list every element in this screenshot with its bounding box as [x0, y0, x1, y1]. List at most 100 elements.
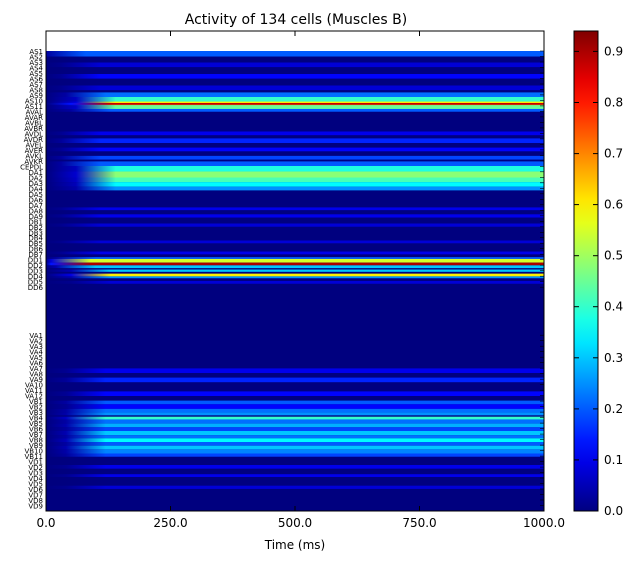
- y-tick-label: AS4: [29, 65, 43, 73]
- y-tick-label: CEPDL: [20, 163, 43, 171]
- chart-title: Activity of 134 cells (Muscles B): [185, 12, 407, 28]
- y-tick-label: VD4: [28, 475, 43, 483]
- y-tick-label: AVAL: [26, 108, 43, 116]
- x-tick-label: 500.0: [278, 516, 312, 530]
- y-tick-label: VA3: [29, 343, 43, 351]
- y-tick-label: DA5: [28, 191, 43, 199]
- y-tick-label: AS5: [29, 70, 43, 78]
- heatmap-row: [46, 155, 544, 160]
- heatmap-row: [46, 138, 544, 143]
- heatmap-row: [46, 147, 544, 152]
- y-tick-label: DA9: [28, 213, 43, 221]
- y-tick-label: VA4: [29, 349, 43, 357]
- y-tick-label: DA2: [28, 174, 43, 182]
- heatmap-row: [46, 171, 544, 178]
- y-tick-label: VD6: [28, 486, 43, 494]
- heatmap-row: [46, 166, 544, 172]
- heatmap-row: [46, 427, 544, 431]
- heatmap-row: [46, 368, 544, 373]
- heatmap-row: [46, 207, 544, 211]
- heatmap-row: [46, 257, 544, 259]
- x-tick-label: 1000.0: [523, 516, 565, 530]
- heatmap-row: [46, 273, 544, 277]
- y-tick-label: AVDR: [24, 136, 44, 144]
- y-tick-label: VD9: [28, 503, 43, 511]
- y-tick-label: VD2: [28, 464, 43, 472]
- heatmap-row: [46, 276, 544, 279]
- heatmap-row: [46, 262, 544, 266]
- heatmap-row: [46, 182, 544, 187]
- y-tick-label: VA1: [29, 332, 43, 340]
- colorbar-tick-label: 0.0: [604, 504, 623, 518]
- y-tick-label: AVKL: [25, 152, 43, 160]
- y-tick-label: VB8: [29, 437, 43, 445]
- y-tick-label: DB5: [28, 240, 43, 248]
- y-tick-label: VB5: [29, 420, 43, 428]
- heatmap-row: [46, 419, 544, 424]
- y-tick-label: VA9: [29, 376, 43, 384]
- colorbar: 0.0 0.1 0.2 0.3 0.4 0.5 0.6 0.7 0.8 0.9: [573, 30, 623, 518]
- heatmap-row: [46, 240, 544, 244]
- y-tick-label: VA12: [25, 393, 43, 401]
- y-tick-label: VA7: [29, 365, 43, 373]
- heatmap-row: [46, 177, 544, 183]
- y-tick-label: AS1: [29, 48, 43, 56]
- y-tick-label: VD1: [28, 459, 43, 467]
- y-tick-label: VB4: [29, 415, 44, 423]
- y-tick-label: VB1: [29, 398, 43, 406]
- y-tick-label: VB2: [29, 404, 43, 412]
- y-tick-label: DB7: [28, 251, 43, 259]
- y-tick-label: AS6: [29, 76, 43, 84]
- heatmap-row: [46, 416, 544, 420]
- colorbar-tick-label: 0.8: [604, 96, 623, 110]
- heatmap-row: [46, 102, 544, 105]
- y-tick-label: AS7: [29, 81, 43, 89]
- heatmap-row: [46, 453, 544, 457]
- y-tick-label: DD5: [28, 279, 43, 287]
- y-tick-label: DD4: [28, 273, 44, 281]
- heatmap-row: [46, 85, 544, 91]
- x-tick-label: 0.0: [36, 516, 55, 530]
- heatmap-row: [46, 445, 544, 450]
- y-tick-label: DB4: [28, 235, 43, 243]
- y-tick-label: AVDL: [25, 130, 44, 138]
- x-tick-label: 750.0: [402, 516, 436, 530]
- y-tick-label: AS11: [25, 103, 43, 111]
- heatmap-row: [46, 161, 544, 166]
- colorbar-tick-label: 0.6: [604, 198, 623, 212]
- heatmap-row: [46, 435, 544, 439]
- y-tick-label: DA1: [28, 169, 43, 177]
- colorbar-tick-label: 0.7: [604, 147, 623, 161]
- heatmap-row: [46, 186, 544, 191]
- heatmap-row: [46, 449, 544, 454]
- y-tick-label: DA3: [28, 180, 43, 188]
- x-axis-ticks: 0.0 250.0 500.0 750.0 1000.0: [36, 31, 565, 530]
- y-tick-label: DB3: [28, 229, 43, 237]
- colorbar-ticks: 0.0 0.1 0.2 0.3 0.4 0.5 0.6 0.7 0.8 0.9: [574, 44, 623, 518]
- y-tick-label: DD6: [28, 284, 44, 292]
- y-tick-label: AVKR: [24, 158, 43, 166]
- y-tick-label: DD2: [28, 262, 43, 270]
- y-tick-label: AVBR: [24, 125, 43, 133]
- y-tick-label: VA8: [29, 371, 43, 379]
- colorbar-tick-label: 0.3: [604, 351, 623, 365]
- y-tick-label: AS2: [29, 54, 43, 62]
- colorbar-tick-label: 0.9: [604, 44, 623, 58]
- y-tick-label: DD1: [28, 257, 43, 265]
- y-tick-label: VB3: [29, 409, 43, 417]
- x-axis-label: Time (ms): [264, 538, 326, 552]
- y-tick-label: DA7: [28, 202, 43, 210]
- y-tick-label: AVEL: [26, 141, 44, 149]
- heatmap-row: [46, 131, 544, 136]
- heatmap-rows: [46, 51, 544, 489]
- heatmap-row: [46, 423, 544, 428]
- heatmap-row: [46, 214, 544, 218]
- y-tick-label: VB11: [25, 453, 44, 461]
- heatmap-row: [46, 51, 544, 57]
- y-tick-label: AVAR: [25, 114, 43, 122]
- y-tick-label: AS10: [25, 97, 43, 105]
- colorbar-tick-label: 0.5: [604, 249, 623, 263]
- y-tick-label: VA2: [29, 338, 43, 346]
- y-tick-label: VD7: [28, 492, 43, 500]
